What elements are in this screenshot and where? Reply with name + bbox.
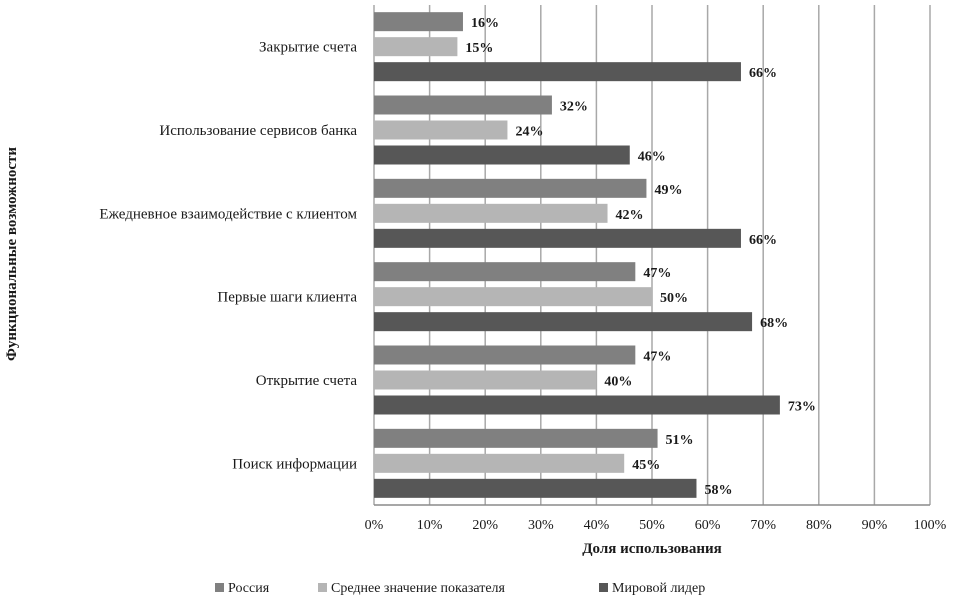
value-label-1-series-3: 66%	[749, 66, 777, 81]
category-label-6: Поиск информации	[232, 456, 357, 472]
bar-5-series-3	[374, 395, 780, 415]
bar-5-series-2	[374, 370, 597, 390]
value-label-1-series-1: 16%	[471, 16, 499, 31]
value-label-2-series-3: 46%	[638, 150, 666, 165]
bars	[374, 12, 780, 498]
value-label-5-series-3: 73%	[788, 400, 816, 415]
value-labels: 16% 15% 66% 32% 24% 46% 49% 42% 66% 47% 50% 68% 47% 4…	[465, 16, 815, 498]
value-label-4-series-1: 47%	[643, 266, 671, 281]
value-label-2-series-2: 24%	[515, 125, 543, 140]
bar-6-series-1	[374, 428, 658, 448]
value-label-3-series-2: 42%	[616, 208, 644, 223]
gridlines	[373, 5, 931, 506]
bar-4-series-3	[374, 312, 753, 332]
category-label-2: Использование сервисов банка	[159, 123, 357, 139]
x-tick-labels: 0% 10% 20% 30% 40% 50% 60% 70% 80% 90% 100%	[365, 518, 947, 533]
bar-2-series-3	[374, 145, 630, 165]
value-label-5-series-2: 40%	[604, 375, 632, 390]
legend-label-1: Россия	[228, 581, 270, 596]
category-labels: Закрытие счета Использование сервисов бан…	[99, 40, 357, 473]
bar-1-series-2	[374, 37, 458, 57]
bar-4-series-2	[374, 287, 652, 307]
x-tick-80: 80%	[806, 518, 832, 533]
bar-3-series-2	[374, 203, 608, 223]
bar-4-series-1	[374, 262, 636, 282]
y-axis-title: Функциональные возможности	[4, 147, 20, 361]
category-label-4: Первые шаги клиента	[217, 290, 357, 306]
bar-3-series-3	[374, 228, 741, 248]
category-label-1: Закрытие счета	[259, 40, 357, 56]
x-tick-40: 40%	[584, 518, 610, 533]
value-label-6-series-3: 58%	[704, 483, 732, 498]
value-label-6-series-1: 51%	[666, 433, 694, 448]
bar-1-series-1	[374, 12, 463, 32]
x-tick-0: 0%	[365, 518, 384, 533]
value-label-2-series-1: 32%	[560, 100, 588, 115]
bar-6-series-2	[374, 453, 625, 473]
x-tick-10: 10%	[417, 518, 443, 533]
category-label-5: Открытие счета	[256, 373, 358, 389]
legend-label-2: Среднее значение показателя	[331, 581, 506, 596]
x-tick-50: 50%	[639, 518, 665, 533]
x-axis-title: Доля использования	[582, 541, 722, 557]
x-tick-100: 100%	[914, 518, 947, 533]
bar-3-series-1	[374, 178, 647, 198]
bar-2-series-2	[374, 120, 508, 140]
legend-swatch-3	[599, 583, 608, 592]
value-label-6-series-2: 45%	[632, 458, 660, 473]
value-label-3-series-1: 49%	[654, 183, 682, 198]
value-label-4-series-2: 50%	[660, 291, 688, 306]
bar-2-series-1	[374, 95, 552, 115]
x-tick-20: 20%	[472, 518, 498, 533]
bar-5-series-1	[374, 345, 636, 365]
x-tick-70: 70%	[750, 518, 776, 533]
legend-swatch-2	[318, 583, 327, 592]
value-label-1-series-2: 15%	[465, 41, 493, 56]
bar-6-series-3	[374, 478, 697, 498]
value-label-3-series-3: 66%	[749, 233, 777, 248]
x-tick-30: 30%	[528, 518, 554, 533]
value-label-5-series-1: 47%	[643, 350, 671, 365]
x-tick-90: 90%	[862, 518, 888, 533]
value-label-4-series-3: 68%	[760, 316, 788, 331]
bar-1-series-3	[374, 62, 741, 82]
category-label-3: Ежедневное взаимодействие с клиентом	[99, 206, 357, 222]
legend: Россия Среднее значение показателя Мировой…	[215, 581, 705, 596]
x-tick-60: 60%	[695, 518, 721, 533]
legend-label-3: Мировой лидер	[612, 581, 705, 596]
legend-swatch-1	[215, 583, 224, 592]
